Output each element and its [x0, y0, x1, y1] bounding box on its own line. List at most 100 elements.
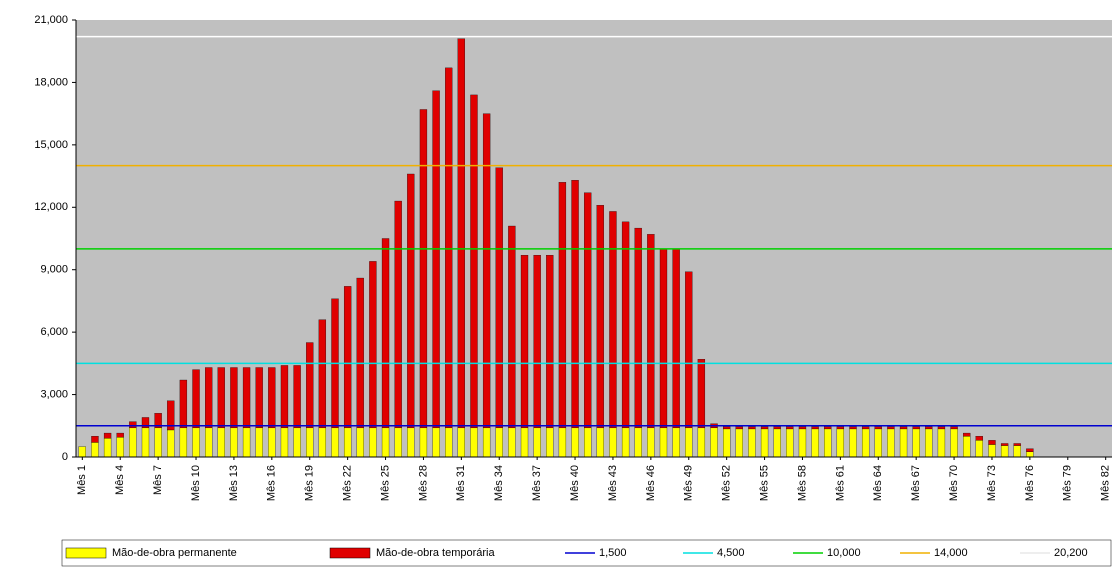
bar-segment	[609, 427, 617, 458]
x-tick-label: Mês 73	[986, 465, 998, 501]
bar-segment	[293, 365, 301, 429]
x-tick-label: Mês 43	[607, 465, 619, 501]
y-tick-label: 6,000	[40, 326, 68, 338]
bar-segment	[723, 426, 731, 430]
bar-segment	[1000, 443, 1009, 446]
bar-segment	[887, 428, 895, 458]
legend-label: 14,000	[934, 547, 968, 559]
bar-segment	[470, 94, 478, 429]
bar-segment	[470, 427, 478, 458]
bar-segment	[179, 379, 188, 429]
bar-segment	[609, 211, 617, 429]
bar-segment	[268, 367, 276, 429]
bar-segment	[584, 427, 592, 458]
bar-segment	[659, 248, 668, 429]
bar-segment	[154, 427, 162, 458]
bar-segment	[318, 427, 327, 458]
bar-segment	[571, 427, 579, 458]
bar-segment	[78, 446, 86, 458]
bar-segment	[596, 427, 604, 458]
bar-segment	[950, 428, 958, 458]
x-tick-label: Mês 40	[569, 465, 581, 501]
y-tick-label: 0	[62, 451, 68, 463]
bar-segment	[887, 426, 895, 430]
legend-label: 1,500	[599, 547, 627, 559]
bar-segment	[937, 426, 946, 430]
bar-segment	[242, 367, 251, 429]
bar-segment	[520, 427, 529, 458]
bar-segment	[811, 426, 819, 430]
x-tick-label: Mês 82	[1100, 465, 1112, 501]
bar-segment	[748, 428, 756, 458]
bar-segment	[306, 427, 314, 458]
bar-segment	[533, 254, 541, 429]
bar-segment	[735, 428, 743, 458]
bar-segment	[836, 428, 845, 458]
bar-segment	[710, 427, 718, 458]
bar-segment	[849, 428, 857, 458]
bar-segment	[230, 367, 238, 429]
bar-segment	[407, 427, 415, 458]
bar-segment	[786, 426, 794, 430]
bar-segment	[571, 180, 579, 429]
bar-segment	[621, 221, 630, 429]
bar-segment	[445, 67, 453, 429]
bar-segment	[91, 436, 99, 443]
bar-segment	[419, 109, 428, 429]
bar-segment	[217, 427, 225, 458]
bar-segment	[697, 359, 706, 429]
legend-label: Mão-de-obra temporária	[376, 547, 495, 559]
bar-segment	[1013, 445, 1021, 458]
bar-segment	[659, 427, 668, 458]
bar-segment	[798, 426, 807, 430]
bar-segment	[950, 426, 958, 430]
bar-segment	[811, 428, 819, 458]
x-tick-label: Mês 34	[493, 465, 505, 501]
bar-segment	[103, 438, 112, 458]
bar-segment	[685, 271, 693, 429]
bar-segment	[912, 426, 920, 430]
bar-segment	[192, 427, 200, 458]
y-tick-label: 18,000	[34, 76, 68, 88]
bar-segment	[748, 426, 756, 430]
bar-segment	[167, 429, 175, 458]
legend-label: Mão-de-obra permanente	[112, 547, 237, 559]
bar-segment	[154, 413, 162, 429]
y-tick-label: 9,000	[40, 264, 68, 276]
bar-segment	[343, 427, 352, 458]
bar-segment	[988, 440, 996, 445]
bar-segment	[482, 113, 491, 429]
bar-segment	[167, 400, 175, 431]
bar-segment	[369, 427, 377, 458]
bar-segment	[306, 342, 314, 429]
bar-segment	[533, 427, 541, 458]
x-tick-label: Mês 67	[910, 465, 922, 501]
bar-segment	[242, 427, 251, 458]
bar-segment	[988, 444, 996, 458]
bar-segment	[861, 426, 870, 430]
x-tick-label: Mês 52	[721, 465, 733, 501]
x-tick-label: Mês 37	[531, 465, 543, 501]
bar-segment	[899, 426, 908, 430]
x-tick-label: Mês 13	[228, 465, 240, 501]
bar-segment	[445, 427, 453, 458]
x-tick-label: Mês 58	[796, 465, 808, 501]
bar-segment	[912, 428, 920, 458]
x-tick-label: Mês 46	[645, 465, 657, 501]
bar-segment	[773, 428, 781, 458]
bar-segment	[179, 427, 188, 458]
bar-segment	[217, 367, 225, 429]
x-tick-label: Mês 31	[455, 465, 467, 501]
bar-segment	[495, 427, 503, 458]
x-tick-label: Mês 28	[417, 465, 429, 501]
bar-segment	[723, 428, 731, 458]
bar-segment	[773, 426, 781, 430]
bar-segment	[293, 427, 301, 458]
bar-segment	[432, 427, 440, 458]
y-tick-label: 12,000	[34, 201, 68, 213]
bar-segment	[230, 427, 238, 458]
bar-segment	[381, 427, 390, 458]
bar-segment	[975, 440, 983, 458]
y-tick-label: 15,000	[34, 139, 68, 151]
bar-segment	[760, 426, 769, 430]
